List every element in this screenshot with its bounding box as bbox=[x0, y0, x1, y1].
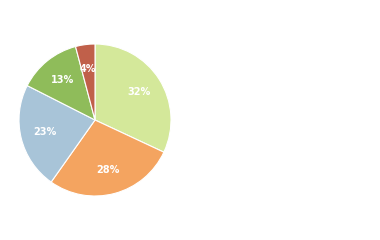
Legend: Research Center in
Biodiversity and Genetic
Resources [7], Naturalis Biodiversit: Research Center in Biodiversity and Gene… bbox=[194, 53, 333, 187]
Wedge shape bbox=[95, 44, 171, 152]
Wedge shape bbox=[76, 44, 95, 120]
Text: 13%: 13% bbox=[51, 75, 74, 85]
Wedge shape bbox=[19, 86, 95, 182]
Wedge shape bbox=[27, 47, 95, 120]
Text: 4%: 4% bbox=[80, 64, 97, 74]
Text: 23%: 23% bbox=[33, 127, 57, 138]
Text: 28%: 28% bbox=[97, 165, 120, 175]
Wedge shape bbox=[51, 120, 164, 196]
Text: 32%: 32% bbox=[127, 87, 150, 97]
